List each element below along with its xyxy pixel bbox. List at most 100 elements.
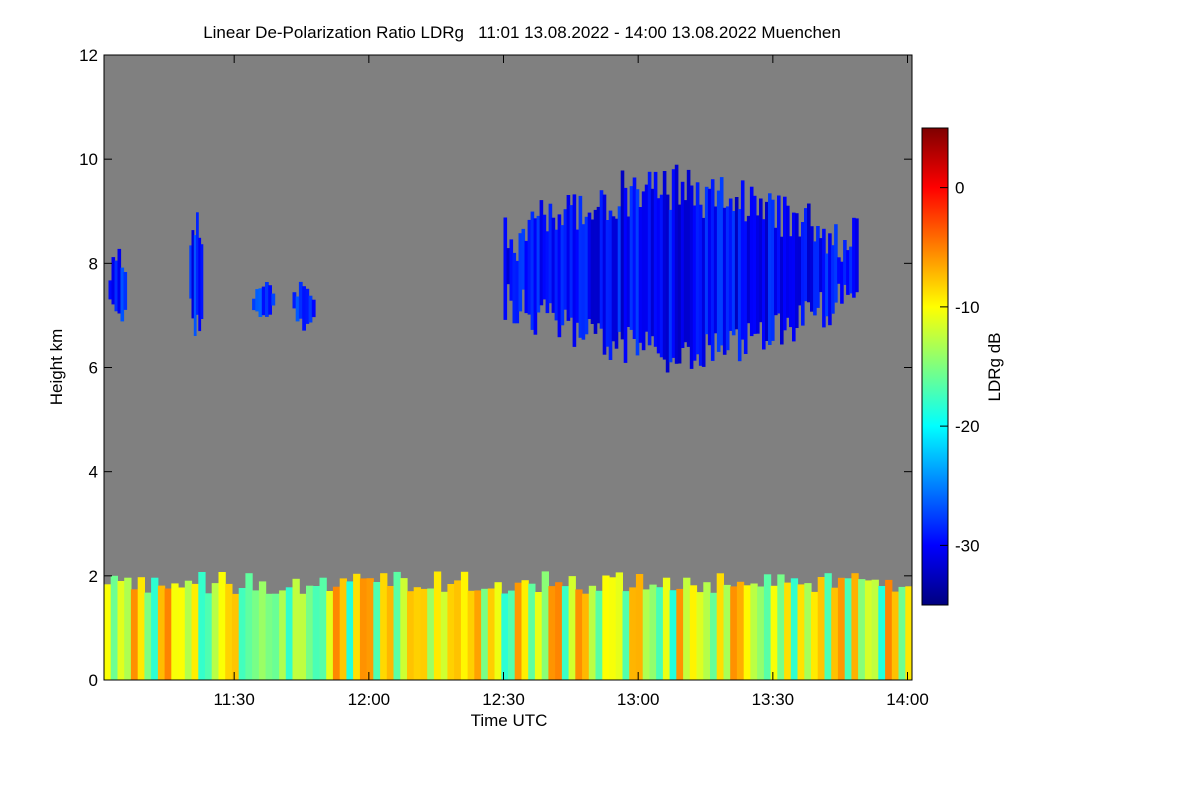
data-column — [373, 582, 381, 680]
data-column — [380, 573, 388, 680]
data-column — [534, 592, 543, 680]
data-column — [312, 586, 320, 680]
data-column — [659, 194, 664, 358]
data-column — [191, 230, 195, 319]
data-column — [644, 184, 649, 332]
data-column — [548, 203, 553, 304]
data-column — [792, 212, 796, 342]
data-column — [858, 579, 866, 680]
data-column — [676, 588, 684, 680]
data-column — [689, 185, 694, 369]
x-tick-label: 13:00 — [617, 690, 660, 709]
data-column — [346, 581, 354, 680]
data-column — [692, 205, 697, 361]
feature-small-cloud-1 — [108, 248, 128, 322]
feature-boundary-layer — [104, 571, 912, 680]
data-column — [725, 206, 730, 351]
data-column — [111, 257, 116, 305]
data-column — [819, 238, 823, 293]
data-column — [762, 219, 766, 350]
data-column — [704, 186, 709, 335]
data-layer — [104, 164, 912, 680]
y-axis-label: Height km — [47, 329, 66, 406]
data-column — [575, 229, 580, 323]
data-column — [218, 572, 226, 680]
y-tick-label: 2 — [89, 567, 98, 586]
data-column — [837, 257, 841, 284]
data-column — [191, 583, 199, 680]
data-column — [512, 252, 517, 324]
data-column — [584, 216, 589, 335]
data-column — [614, 218, 619, 349]
data-column — [255, 289, 260, 312]
data-column — [851, 573, 859, 680]
data-column — [366, 578, 374, 680]
data-column — [189, 245, 193, 299]
data-column — [801, 222, 805, 326]
data-column — [605, 220, 610, 347]
data-column — [677, 204, 682, 364]
data-column — [566, 195, 571, 321]
data-column — [252, 298, 256, 311]
data-column — [196, 212, 199, 315]
feature-small-cloud-2 — [189, 212, 204, 336]
data-column — [305, 288, 310, 324]
data-column — [518, 233, 523, 312]
data-column — [306, 585, 314, 680]
data-column — [730, 586, 738, 680]
data-column — [817, 577, 825, 680]
data-column — [752, 195, 757, 334]
data-column — [114, 260, 119, 312]
data-column — [272, 593, 280, 680]
data-column — [757, 586, 765, 680]
x-tick-label: 14:00 — [886, 690, 929, 709]
data-column — [695, 182, 700, 355]
data-column — [849, 246, 853, 294]
data-column — [686, 169, 691, 347]
x-tick-label: 12:00 — [348, 690, 391, 709]
data-column — [728, 198, 733, 331]
data-column — [285, 587, 294, 680]
data-column — [635, 189, 640, 356]
data-column — [825, 253, 829, 317]
data-column — [528, 583, 536, 680]
data-column — [530, 211, 535, 330]
data-column — [527, 219, 532, 315]
data-column — [710, 179, 715, 361]
data-column — [211, 583, 219, 680]
data-column — [157, 585, 166, 680]
data-column — [299, 593, 307, 680]
data-column — [683, 200, 688, 343]
data-column — [164, 588, 172, 680]
data-column — [635, 574, 644, 680]
data-column — [514, 582, 522, 680]
data-column — [783, 196, 787, 331]
data-column — [536, 215, 541, 313]
data-column — [602, 194, 607, 355]
data-column — [508, 590, 516, 680]
data-column — [581, 224, 586, 340]
y-tick-label: 4 — [89, 463, 98, 482]
data-column — [620, 170, 625, 340]
data-column — [400, 578, 408, 680]
data-column — [650, 188, 655, 337]
data-column — [840, 261, 844, 304]
data-column — [669, 590, 677, 680]
data-column — [551, 217, 556, 313]
data-column — [572, 194, 577, 347]
data-column — [509, 239, 514, 301]
data-column — [427, 588, 435, 680]
data-column — [245, 573, 253, 680]
data-column — [447, 584, 455, 680]
data-column — [816, 226, 820, 308]
data-column — [623, 187, 628, 363]
data-column — [117, 581, 125, 680]
data-column — [252, 590, 260, 680]
data-column — [804, 583, 812, 680]
data-column — [701, 217, 706, 367]
data-column — [271, 293, 276, 306]
data-column — [506, 248, 511, 285]
data-column — [420, 588, 428, 680]
data-column — [647, 171, 652, 346]
data-column — [689, 585, 698, 680]
